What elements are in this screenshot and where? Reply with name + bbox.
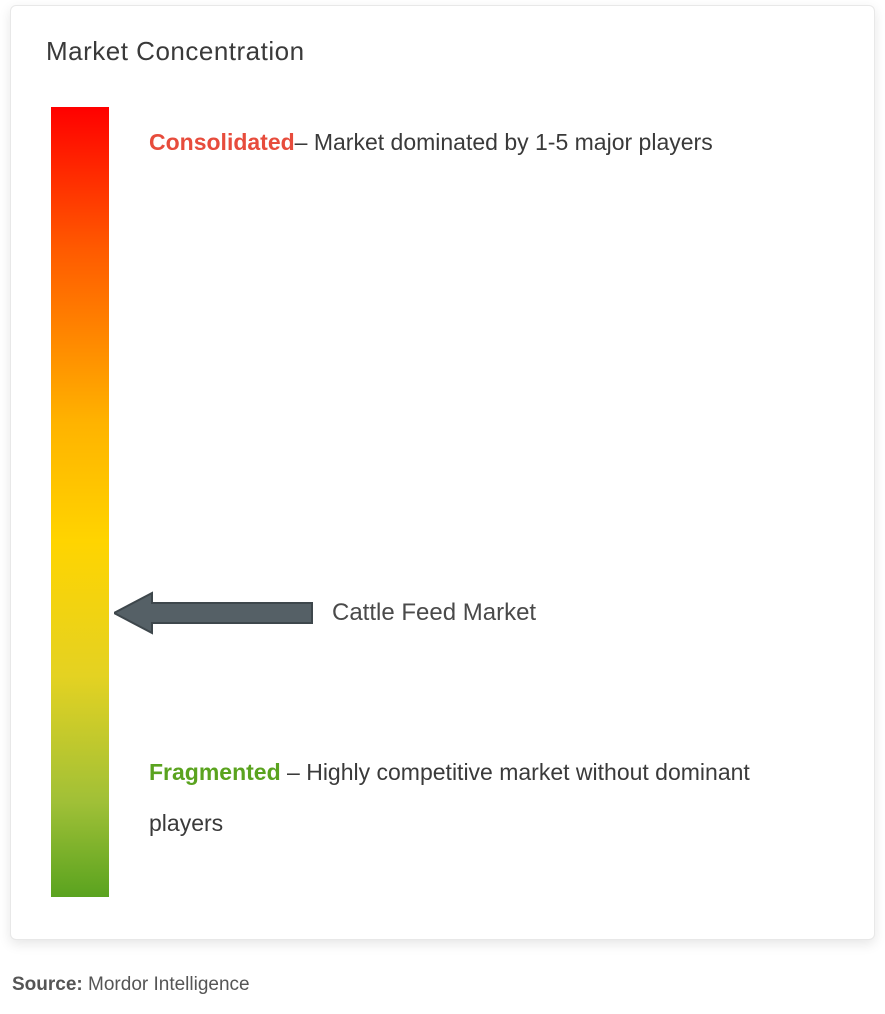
fragmented-keyword: Fragmented [149,759,281,785]
marker-label: Cattle Feed Market [332,599,536,627]
consolidated-label: Consolidated– Market dominated by 1-5 ma… [149,117,829,168]
arrow-left-icon [114,591,314,635]
fragmented-label: Fragmented – Highly competitive market w… [149,747,829,848]
consolidated-keyword: Consolidated [149,129,295,155]
source-label: Source: [12,974,83,995]
concentration-card: Market Concentration Consolidated– Marke… [10,5,875,940]
chart-title: Market Concentration [46,36,839,67]
source-line: Source: Mordor Intelligence [12,974,250,996]
chart-body: Consolidated– Market dominated by 1-5 ma… [46,107,839,897]
labels-column: Consolidated– Market dominated by 1-5 ma… [149,107,839,897]
marker-row: Cattle Feed Market [114,591,536,635]
concentration-gradient-bar [51,107,109,897]
source-value: Mordor Intelligence [83,974,250,995]
consolidated-desc: – Market dominated by 1-5 major players [295,129,713,155]
